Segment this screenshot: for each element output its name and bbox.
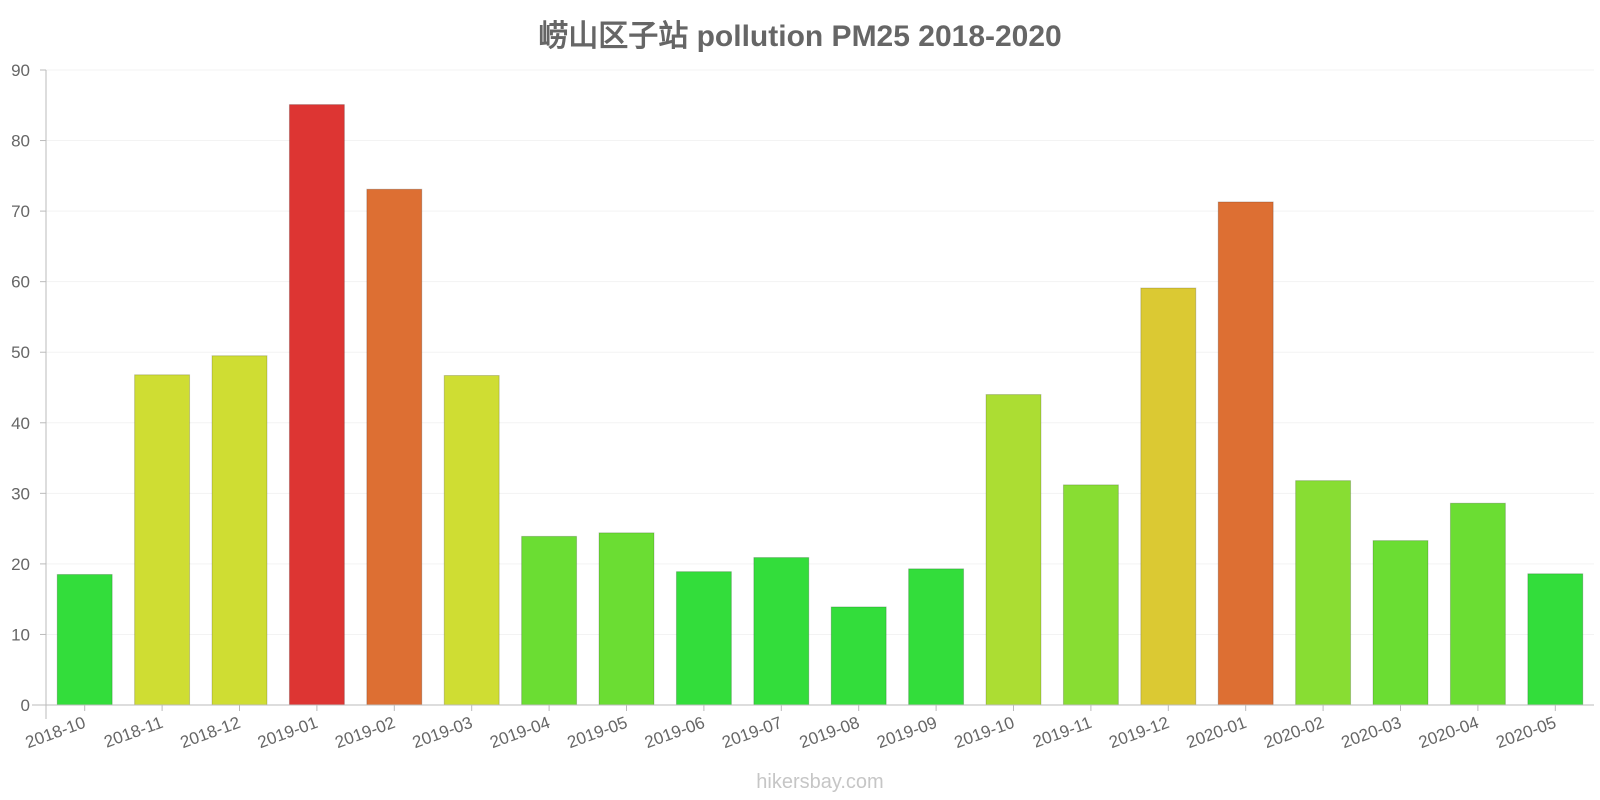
- x-tick-label: 2020-03: [1339, 713, 1404, 752]
- chart-title: 崂山区子站 pollution PM25 2018-2020: [538, 20, 1061, 53]
- y-axis-tick-labels: 0 10 20 30 40 50 60 70 80 90: [11, 61, 30, 715]
- x-tick-label: 2019-01: [255, 713, 320, 752]
- x-tick-label: 2018-11: [102, 713, 166, 752]
- bar-2019-06[interactable]: 2019-06: 18.9: [675, 571, 732, 706]
- bar-2020-01[interactable]: 2020-01: 71.3: [1217, 201, 1274, 706]
- x-axis-tick-labels: 2018-10 2018-11 2018-12 2019-01 2019-02 2019-…: [23, 713, 1559, 752]
- x-tick-label: 2019-04: [487, 713, 552, 752]
- bar-2019-02[interactable]: 2019-02: 73.1: [366, 188, 423, 706]
- x-tick-label: 2018-10: [23, 713, 88, 752]
- bar-2018-11[interactable]: 2018-11: 46.8: [134, 374, 191, 706]
- x-tick-label: 2020-04: [1416, 713, 1481, 752]
- x-tick-label: 2019-08: [797, 713, 862, 752]
- x-tick-label: 2019-03: [410, 713, 475, 752]
- bar-2018-12[interactable]: 2018-12: 49.5: [211, 355, 268, 706]
- bar-2019-12[interactable]: 2019-12: 59.1: [1140, 287, 1197, 706]
- x-tick-label: 2020-01: [1184, 713, 1249, 752]
- x-tick-label: 2020-02: [1261, 713, 1326, 752]
- x-tick-label: 2019-06: [642, 713, 707, 752]
- bar-2019-05[interactable]: 2019-05: 24.4: [598, 532, 655, 706]
- y-tick-label: 90: [11, 61, 30, 80]
- bar-2019-01[interactable]: 2019-01: 85.1: [288, 104, 345, 706]
- watermark: hikersbay.com: [756, 771, 883, 793]
- y-tick-label: 20: [11, 555, 30, 574]
- x-tick-label: 2019-05: [565, 713, 630, 752]
- y-tick-label: 60: [11, 273, 30, 292]
- bar-2018-10[interactable]: 2018-10: 18.5: [56, 573, 113, 706]
- bar-2020-03[interactable]: 2020-03: 23.3: [1372, 540, 1429, 706]
- bars: 2018-10: 18.5 2018-11: 46.8 2018-12: 49.5 2…: [56, 104, 1584, 706]
- bar-2020-05[interactable]: 2020-05: 18.6: [1527, 573, 1584, 706]
- bar-2019-04[interactable]: 2019-04: 23.9: [521, 535, 578, 706]
- x-tick-label: 2019-02: [333, 713, 398, 752]
- x-tick-label: 2019-11: [1030, 713, 1094, 752]
- axes: [32, 69, 1594, 719]
- y-tick-label: 10: [11, 625, 30, 644]
- x-tick-label: 2019-09: [874, 713, 939, 752]
- y-tick-label: 80: [11, 132, 30, 151]
- bar-2019-07[interactable]: 2019-07: 20.9: [753, 557, 810, 706]
- y-tick-label: 0: [21, 696, 30, 715]
- y-tick-label: 40: [11, 414, 30, 433]
- bar-2019-11[interactable]: 2019-11: 31.2: [1062, 484, 1119, 706]
- gridlines: [46, 69, 1594, 635]
- bar-2020-04[interactable]: 2020-04: 28.6: [1449, 502, 1506, 706]
- bar-2019-03[interactable]: 2019-03: 46.7: [443, 375, 500, 706]
- bar-2020-02[interactable]: 2020-02: 31.8: [1295, 480, 1352, 706]
- y-tick-label: 70: [11, 202, 30, 221]
- y-tick-label: 30: [11, 484, 30, 503]
- x-tick-label: 2019-07: [720, 713, 785, 752]
- bar-2019-10[interactable]: 2019-10: 44: [985, 394, 1042, 706]
- x-tick-label: 2020-05: [1494, 713, 1559, 752]
- x-tick-label: 2019-10: [952, 713, 1017, 752]
- bar-2019-09[interactable]: 2019-09: 19.3: [908, 568, 965, 706]
- bar-2019-08[interactable]: 2019-08: 13.9: [830, 606, 887, 706]
- x-tick-label: 2019-12: [1107, 713, 1172, 752]
- y-tick-label: 50: [11, 343, 30, 362]
- x-tick-label: 2018-12: [178, 713, 243, 752]
